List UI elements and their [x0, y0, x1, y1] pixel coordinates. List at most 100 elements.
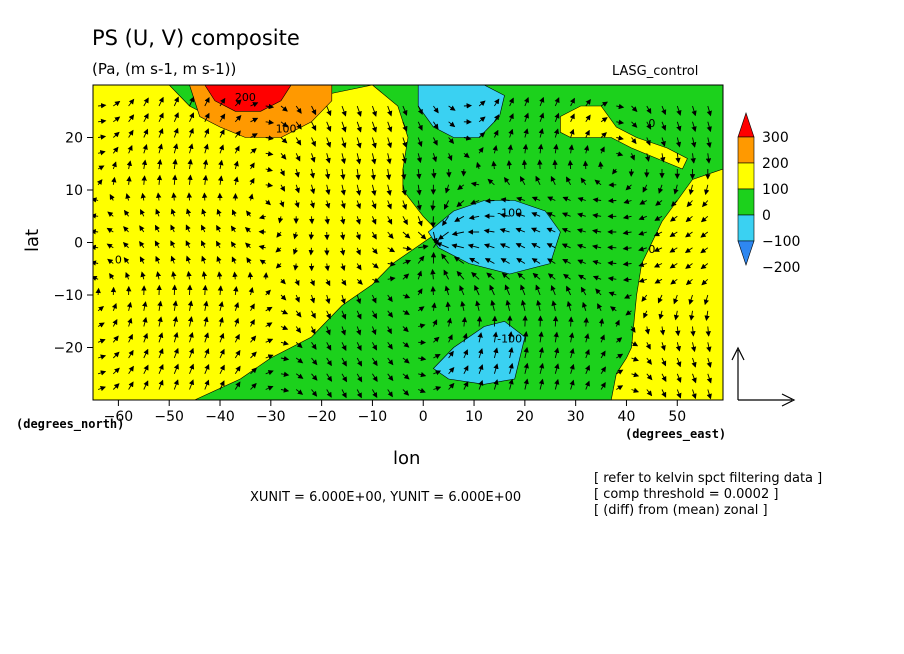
wind-vector-546 — [294, 184, 300, 194]
wind-vector-89 — [204, 348, 210, 359]
wind-vector-463 — [277, 216, 284, 224]
wind-vector-267 — [417, 288, 423, 296]
wind-vector-725 — [523, 112, 529, 122]
wind-vector-19 — [387, 389, 393, 398]
wind-vector-579 — [172, 158, 178, 170]
wind-vector-402 — [592, 244, 602, 250]
wind-vector-482 — [561, 212, 571, 218]
colorbar-label-0: 300 — [762, 130, 789, 146]
wind-vector-742 — [158, 96, 164, 107]
wind-vector-754 — [341, 105, 347, 117]
wind-vector-658 — [128, 129, 134, 138]
wind-vector-618 — [142, 144, 148, 154]
wind-vector-375 — [185, 240, 191, 248]
wind-vector-601 — [506, 160, 512, 170]
wind-vector-630 — [325, 153, 331, 164]
wind-vector-719 — [433, 121, 439, 130]
wind-vector-620 — [173, 143, 179, 154]
wind-vector-180 — [340, 326, 346, 336]
wind-vector-635 — [401, 153, 407, 164]
wind-vector-693 — [660, 137, 666, 147]
wind-vector-8 — [219, 380, 225, 390]
wind-vector-606 — [582, 160, 589, 170]
wind-vector-205 — [97, 306, 105, 312]
wind-vector-774 — [646, 105, 652, 114]
contour-label-2: -100 — [497, 332, 522, 345]
wind-vector-401 — [576, 243, 586, 249]
x-tick-label-9: 30 — [567, 409, 585, 425]
wind-vector-26 — [493, 379, 499, 390]
wind-vector-565 — [580, 177, 587, 186]
wind-vector-101 — [387, 357, 394, 366]
wind-vector-228 — [445, 301, 451, 311]
wind-vector-454 — [140, 208, 145, 217]
wind-vector-762 — [463, 103, 472, 109]
wind-vector-716 — [387, 121, 393, 133]
wind-vector-554 — [416, 184, 422, 196]
colorbar-label-3: 0 — [762, 208, 771, 224]
wind-vector-412 — [123, 226, 129, 233]
wind-vector-604 — [552, 159, 558, 170]
wind-vector-210 — [172, 300, 178, 311]
wind-vector-152 — [538, 331, 544, 343]
wind-vector-490 — [685, 215, 693, 223]
wind-vector-10 — [250, 382, 257, 390]
wind-vector-705 — [219, 113, 226, 123]
wind-vector-35 — [631, 387, 640, 393]
wind-vector-745 — [204, 97, 210, 107]
wind-vector-175 — [265, 322, 273, 328]
wind-vector-17 — [356, 389, 362, 399]
wind-vector-253 — [202, 284, 208, 296]
wind-vector-168 — [157, 316, 163, 327]
wind-vector-726 — [539, 112, 545, 122]
wind-vector-436 — [483, 228, 495, 234]
wind-vector-396 — [499, 243, 510, 249]
wind-vector-564 — [566, 176, 572, 186]
wind-vector-307 — [402, 273, 410, 280]
wind-vector-82 — [97, 354, 107, 360]
wind-vector-532 — [702, 200, 709, 208]
wind-vector-167 — [142, 316, 148, 327]
wind-vector-146 — [447, 334, 453, 343]
wind-vector-703 — [189, 112, 195, 122]
wind-vector-151 — [523, 331, 529, 343]
wind-vector-283 — [657, 294, 663, 304]
colorbar-segment-3 — [737, 214, 755, 242]
wind-vector-582 — [218, 159, 224, 170]
wind-vector-495 — [140, 192, 146, 201]
wind-vector-33 — [600, 382, 606, 390]
wind-vector-675 — [386, 137, 393, 149]
wind-vector-349 — [417, 255, 425, 264]
wind-vector-272 — [489, 284, 495, 296]
wind-vector-136 — [295, 341, 303, 349]
wind-vector-383 — [308, 247, 314, 256]
wind-vector-399 — [546, 243, 556, 249]
wind-vector-376 — [201, 240, 206, 248]
wind-vector-80 — [691, 373, 697, 384]
wind-vector-515 — [444, 200, 450, 210]
wind-vector-216 — [265, 306, 273, 312]
wind-vector-224 — [387, 310, 394, 318]
wind-vector-86 — [158, 348, 164, 359]
wind-vector-291 — [155, 271, 162, 280]
wind-vector-12 — [280, 387, 290, 393]
wind-vector-599 — [475, 161, 482, 170]
wind-vector-150 — [507, 331, 514, 343]
wind-vector-176 — [280, 325, 289, 330]
wind-vector-52 — [265, 370, 274, 376]
chart-units: (Pa, (m s-1, m s-1)) — [92, 60, 236, 78]
wind-vector-276 — [550, 284, 556, 296]
wind-vector-677 — [417, 137, 423, 147]
wind-vector-96 — [311, 357, 318, 366]
wind-vector-201 — [659, 326, 666, 336]
wind-vector-711 — [311, 121, 317, 132]
wind-vector-181 — [356, 326, 362, 336]
wind-vector-374 — [170, 240, 176, 249]
wind-vector-597 — [446, 168, 452, 178]
wind-vector-241 — [643, 310, 649, 319]
wind-vector-173 — [234, 317, 240, 327]
wind-vector-366 — [669, 263, 678, 269]
wind-vector-262 — [340, 294, 346, 305]
wind-vector-639 — [463, 152, 470, 158]
wind-vector-88 — [188, 347, 194, 359]
